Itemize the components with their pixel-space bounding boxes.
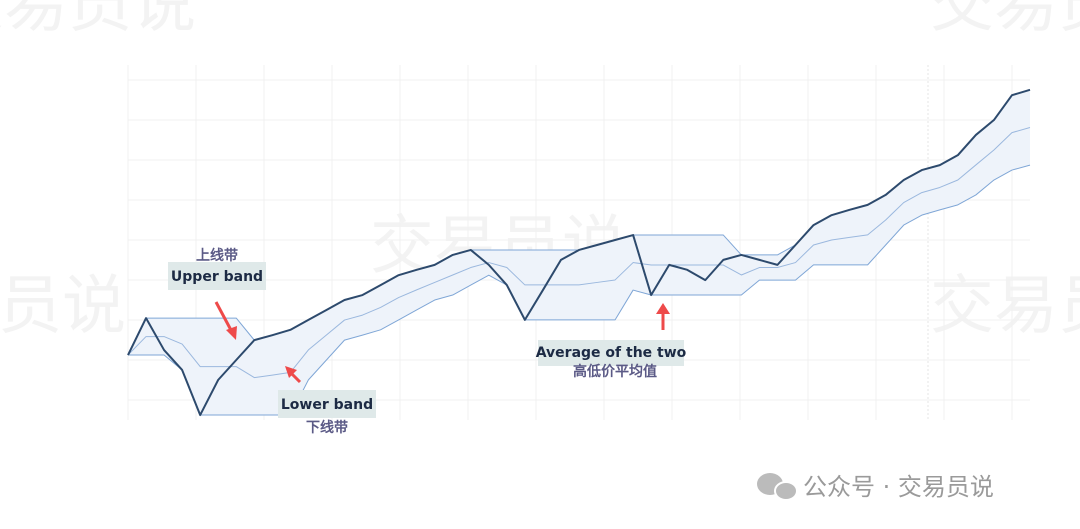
label-box: [168, 262, 266, 290]
arrow: [214, 301, 234, 333]
arrow-head: [226, 326, 237, 340]
band-fill: [128, 89, 1030, 416]
label-box: [278, 390, 376, 418]
annotation: 下线带: [306, 419, 348, 436]
arrow-head: [285, 366, 297, 378]
annotation: Lower band: [281, 397, 373, 413]
arrow-head: [656, 303, 670, 314]
watermark: 交易员说: [930, 270, 1080, 344]
label-box: [538, 340, 684, 366]
annotation: 高低价平均值: [573, 363, 657, 380]
annotation: Average of the two: [536, 345, 687, 361]
watermark: 交易员说: [0, 270, 126, 344]
watermark: 交易员说: [930, 0, 1080, 42]
series-line: [127, 88, 1031, 417]
wechat-icon: [774, 481, 798, 501]
footer-text: 公众号 · 交易员说: [803, 473, 994, 501]
annotations: 上线带 Upper band Lower band 下线带 Average of…: [168, 247, 687, 436]
watermark: 交易员说: [0, 0, 196, 42]
series-line: [127, 126, 1031, 379]
footer: 公众号 · 交易员说: [757, 473, 994, 501]
annotation: 上线带: [196, 247, 238, 264]
annotation: Upper band: [171, 269, 263, 285]
